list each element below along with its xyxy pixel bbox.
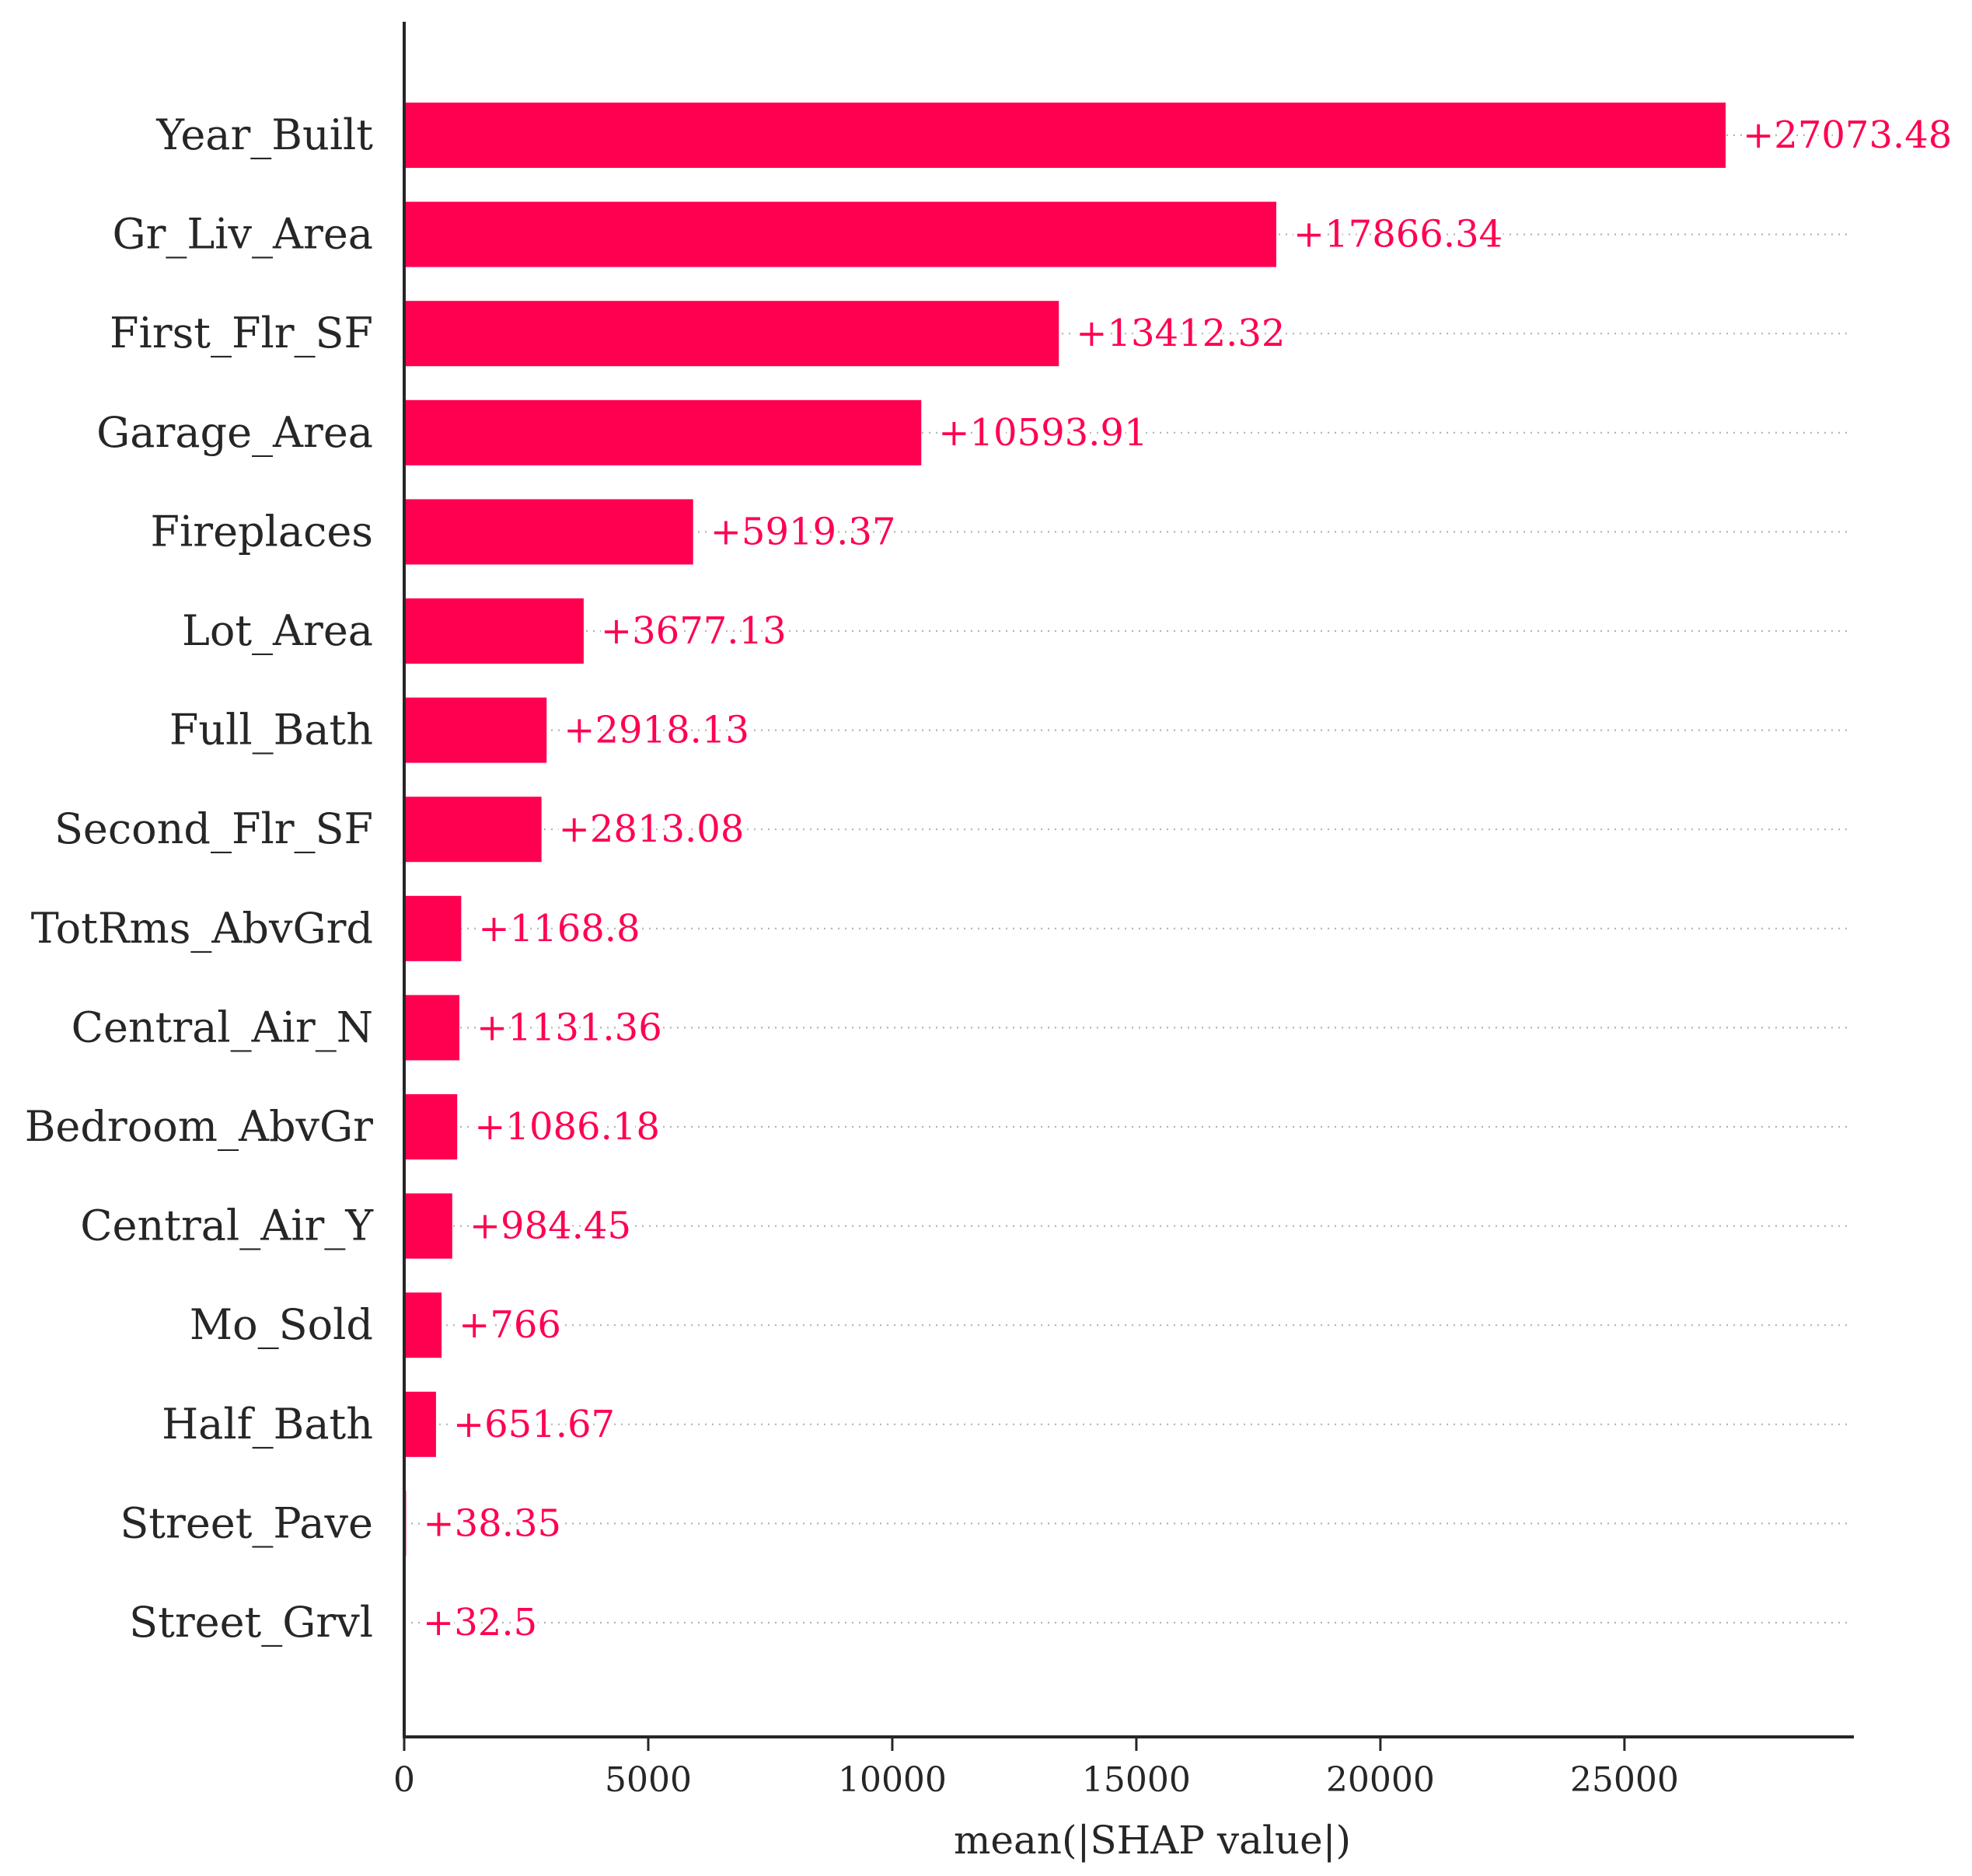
category-label: Central_Air_N	[72, 1003, 373, 1051]
category-label: Garage_Area	[96, 408, 373, 457]
category-label: Fireplaces	[151, 507, 373, 556]
bar-garage-area	[404, 399, 922, 466]
value-label: +1086.18	[474, 1105, 660, 1149]
category-label: Full_Bath	[169, 706, 373, 755]
value-label: +10593.91	[938, 411, 1147, 455]
x-tick-label: 25000	[1570, 1760, 1679, 1800]
bars	[404, 103, 1726, 1655]
value-label: +984.45	[469, 1205, 631, 1248]
category-label: TotRms_AbvGrd	[31, 904, 373, 953]
value-label: +3677.13	[601, 609, 787, 653]
value-labels: +27073.48 +17866.34 +13412.32 +10593.91 +591…	[419, 110, 1956, 1648]
x-ticks: 0 5000 10000 15000 20000 25000	[393, 1737, 1679, 1800]
value-label: +13412.32	[1076, 312, 1285, 355]
category-label: Mo_Sold	[190, 1300, 373, 1349]
value-label: +2813.08	[559, 807, 745, 851]
category-label: First_Flr_SF	[110, 309, 373, 357]
value-label: +5919.37	[710, 510, 896, 553]
value-label: +2918.13	[564, 709, 749, 752]
category-label: Street_Grvl	[129, 1598, 373, 1647]
value-label: +1131.36	[476, 1006, 662, 1049]
category-label: Lot_Area	[182, 606, 373, 655]
bar-second-flr-sf	[404, 797, 542, 863]
value-label: +766	[459, 1303, 561, 1347]
value-label: +38.35	[423, 1501, 561, 1545]
category-label: Second_Flr_SF	[54, 804, 373, 853]
category-labels: Year_Built Gr_Liv_Area First_Flr_SF Garage_…	[25, 110, 375, 1647]
bar-totrms-abvgrd	[404, 895, 462, 961]
bar-bedroom-abvgr	[404, 1094, 458, 1159]
value-label: +32.5	[423, 1601, 537, 1644]
axes	[403, 22, 1854, 1738]
x-axis-title: mean(|SHAP value|)	[954, 1818, 1351, 1863]
category-label: Year_Built	[155, 110, 373, 159]
x-tick-label: 20000	[1326, 1760, 1435, 1800]
x-tick-label: 15000	[1082, 1760, 1191, 1800]
x-tick-label: 10000	[838, 1760, 947, 1800]
value-label: +651.67	[453, 1403, 615, 1446]
bar-full-bath	[404, 697, 547, 763]
bar-first-flr-sf	[404, 301, 1059, 367]
bar-fireplaces	[404, 499, 693, 565]
category-label: Bedroom_AbvGr	[25, 1102, 373, 1151]
bar-central-air-y	[404, 1193, 452, 1259]
category-label: Gr_Liv_Area	[112, 210, 373, 259]
category-label: Central_Air_Y	[80, 1201, 374, 1250]
bar-half-bath	[404, 1391, 436, 1457]
value-label: +17866.34	[1293, 213, 1503, 256]
category-label: Half_Bath	[162, 1400, 373, 1449]
bar-lot-area	[404, 598, 584, 664]
bar-year-built	[404, 103, 1726, 168]
category-label: Street_Pave	[120, 1498, 373, 1547]
x-tick-label: 5000	[605, 1760, 692, 1800]
bar-gr-liv-area	[404, 201, 1276, 267]
bar-central-air-n	[404, 995, 460, 1061]
guide-lines	[404, 134, 1850, 1624]
x-tick-label: 0	[393, 1760, 415, 1800]
bar-mo-sold	[404, 1292, 442, 1358]
value-label: +27073.48	[1743, 113, 1952, 157]
value-label: +1168.8	[478, 907, 640, 950]
